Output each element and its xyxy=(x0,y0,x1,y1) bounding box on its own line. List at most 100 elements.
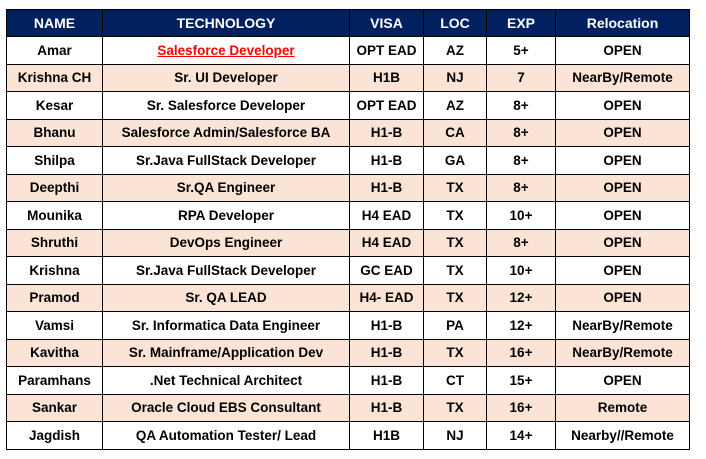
cell-exp: 5+ xyxy=(486,36,556,65)
cell-technology: DevOps Engineer xyxy=(102,228,350,257)
cell-name: Deepthi xyxy=(6,173,103,202)
cell-relocation: OPEN xyxy=(555,228,690,257)
cell-visa: H1-B xyxy=(349,173,424,202)
cell-visa: H4- EAD xyxy=(349,283,424,312)
cell-loc: AZ xyxy=(423,36,487,65)
cell-name: Pramod xyxy=(6,283,103,312)
cell-exp: 10+ xyxy=(486,201,556,230)
technology-link[interactable]: Salesforce Developer xyxy=(157,42,295,58)
cell-technology: Sr.Java FullStack Developer xyxy=(102,146,350,175)
cell-relocation: NearBy/Remote xyxy=(555,311,690,340)
cell-exp: 8+ xyxy=(486,173,556,202)
cell-loc: NJ xyxy=(423,421,487,450)
cell-visa: H4 EAD xyxy=(349,201,424,230)
cell-visa: H1-B xyxy=(349,118,424,147)
cell-relocation: OPEN xyxy=(555,173,690,202)
header-exp: EXP xyxy=(486,9,556,37)
table-row: Sankar Oracle Cloud EBS Consultant H1-B TX 1… xyxy=(6,393,690,422)
cell-technology: QA Automation Tester/ Lead xyxy=(102,421,350,450)
cell-loc: PA xyxy=(423,311,487,340)
cell-relocation: OPEN xyxy=(555,366,690,395)
cell-visa: H1-B xyxy=(349,146,424,175)
cell-loc: TX xyxy=(423,201,487,230)
cell-name: Bhanu xyxy=(6,118,103,147)
cell-relocation: OPEN xyxy=(555,283,690,312)
candidate-table: NAME TECHNOLOGY VISA LOC EXP Relocation … xyxy=(6,9,690,450)
cell-exp: 8+ xyxy=(486,118,556,147)
cell-relocation: OPEN xyxy=(555,201,690,230)
table-row: Pramod Sr. QA LEAD H4- EAD TX 12+ OPEN xyxy=(6,283,690,312)
cell-exp: 7 xyxy=(486,63,556,92)
cell-exp: 8+ xyxy=(486,228,556,257)
cell-loc: TX xyxy=(423,228,487,257)
table-row: Kesar Sr. Salesforce Developer OPT EAD AZ 8+… xyxy=(6,91,690,120)
cell-relocation: Nearby//Remote xyxy=(555,421,690,450)
cell-loc: NJ xyxy=(423,63,487,92)
cell-relocation: OPEN xyxy=(555,146,690,175)
cell-name: Kesar xyxy=(6,91,103,120)
cell-visa: H1-B xyxy=(349,311,424,340)
cell-visa: H4 EAD xyxy=(349,228,424,257)
header-loc: LOC xyxy=(423,9,487,37)
cell-name: Sankar xyxy=(6,393,103,422)
cell-exp: 15+ xyxy=(486,366,556,395)
cell-loc: TX xyxy=(423,256,487,285)
cell-loc: AZ xyxy=(423,91,487,120)
cell-technology: Oracle Cloud EBS Consultant xyxy=(102,393,350,422)
cell-visa: H1B xyxy=(349,63,424,92)
cell-name: Krishna CH xyxy=(6,63,103,92)
table-row: Mounika RPA Developer H4 EAD TX 10+ OPEN xyxy=(6,201,690,230)
cell-technology: Sr. UI Developer xyxy=(102,63,350,92)
table-row: Krishna Sr.Java FullStack Developer GC EAD… xyxy=(6,256,690,285)
cell-technology: Sr. Informatica Data Engineer xyxy=(102,311,350,340)
cell-visa: H1-B xyxy=(349,393,424,422)
header-relocation: Relocation xyxy=(555,9,690,37)
cell-relocation: OPEN xyxy=(555,118,690,147)
cell-loc: TX xyxy=(423,393,487,422)
table-row: Shruthi DevOps Engineer H4 EAD TX 8+ OPEN xyxy=(6,228,690,257)
cell-exp: 14+ xyxy=(486,421,556,450)
cell-loc: CA xyxy=(423,118,487,147)
cell-relocation: OPEN xyxy=(555,36,690,65)
cell-exp: 8+ xyxy=(486,146,556,175)
header-technology: TECHNOLOGY xyxy=(102,9,350,37)
table-row: Jagdish QA Automation Tester/ Lead H1B NJ 14… xyxy=(6,421,690,450)
cell-technology: Sr. QA LEAD xyxy=(102,283,350,312)
cell-name: Mounika xyxy=(6,201,103,230)
cell-name: Kavitha xyxy=(6,338,103,367)
cell-relocation: OPEN xyxy=(555,91,690,120)
cell-visa: GC EAD xyxy=(349,256,424,285)
table-row: Krishna CH Sr. UI Developer H1B NJ 7 NearBy/R… xyxy=(6,63,690,92)
cell-name: Jagdish xyxy=(6,421,103,450)
cell-exp: 16+ xyxy=(486,393,556,422)
table-row: Bhanu Salesforce Admin/Salesforce BA H1-B C… xyxy=(6,118,690,147)
table-row: Amar Salesforce Developer OPT EAD AZ 5+ OPEN xyxy=(6,36,690,65)
cell-loc: TX xyxy=(423,283,487,312)
cell-loc: CT xyxy=(423,366,487,395)
cell-technology: Sr.Java FullStack Developer xyxy=(102,256,350,285)
cell-name: Vamsi xyxy=(6,311,103,340)
header-visa: VISA xyxy=(349,9,424,37)
cell-name: Krishna xyxy=(6,256,103,285)
cell-exp: 16+ xyxy=(486,338,556,367)
header-name: NAME xyxy=(6,9,103,37)
cell-visa: H1-B xyxy=(349,338,424,367)
cell-name: Amar xyxy=(6,36,103,65)
cell-loc: GA xyxy=(423,146,487,175)
cell-technology: Sr. Salesforce Developer xyxy=(102,91,350,120)
cell-visa: H1B xyxy=(349,421,424,450)
cell-technology: .Net Technical Architect xyxy=(102,366,350,395)
table-row: Shilpa Sr.Java FullStack Developer H1-B GA 8… xyxy=(6,146,690,175)
cell-name: Paramhans xyxy=(6,366,103,395)
table-header: NAME TECHNOLOGY VISA LOC EXP Relocation xyxy=(6,9,690,37)
cell-exp: 12+ xyxy=(486,283,556,312)
cell-relocation: OPEN xyxy=(555,256,690,285)
cell-visa: OPT EAD xyxy=(349,91,424,120)
table-row: Deepthi Sr.QA Engineer H1-B TX 8+ OPEN xyxy=(6,173,690,202)
table-row: Paramhans .Net Technical Architect H1-B CT 1… xyxy=(6,366,690,395)
cell-exp: 12+ xyxy=(486,311,556,340)
cell-technology: Sr. Mainframe/Application Dev xyxy=(102,338,350,367)
cell-visa: OPT EAD xyxy=(349,36,424,65)
cell-visa: H1-B xyxy=(349,366,424,395)
cell-name: Shruthi xyxy=(6,228,103,257)
